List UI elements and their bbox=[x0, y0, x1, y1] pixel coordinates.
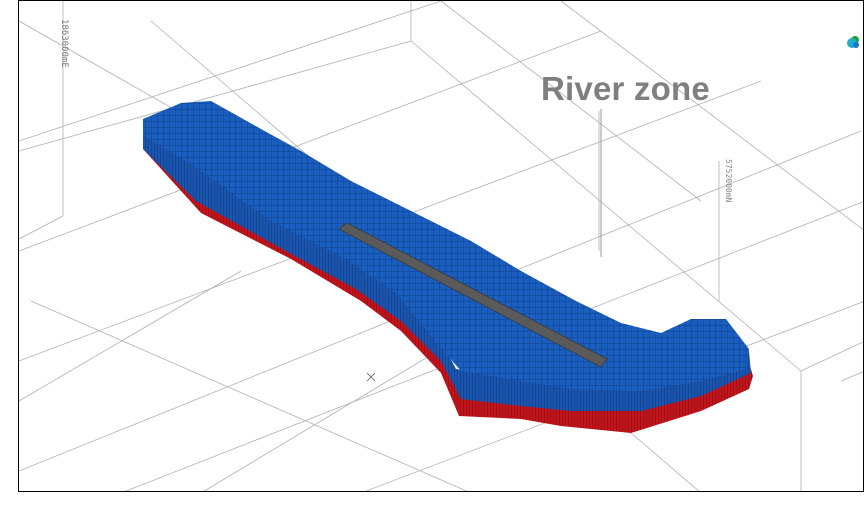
river-channel[interactable] bbox=[338, 222, 608, 368]
river-zone-label: River zone bbox=[541, 70, 710, 107]
crosshair-icon bbox=[366, 372, 376, 382]
scene-canvas[interactable] bbox=[19, 1, 864, 492]
axis-orientation-icon[interactable] bbox=[844, 30, 866, 52]
model-top-surface bbox=[143, 101, 749, 391]
easting-coordinate-label: 1863000mE bbox=[59, 19, 69, 68]
river-model[interactable] bbox=[143, 101, 753, 433]
viewport-frame[interactable]: 1863000mE 5752000mN River zone bbox=[18, 0, 864, 492]
northing-coordinate-label: 5752000mN bbox=[724, 159, 733, 203]
